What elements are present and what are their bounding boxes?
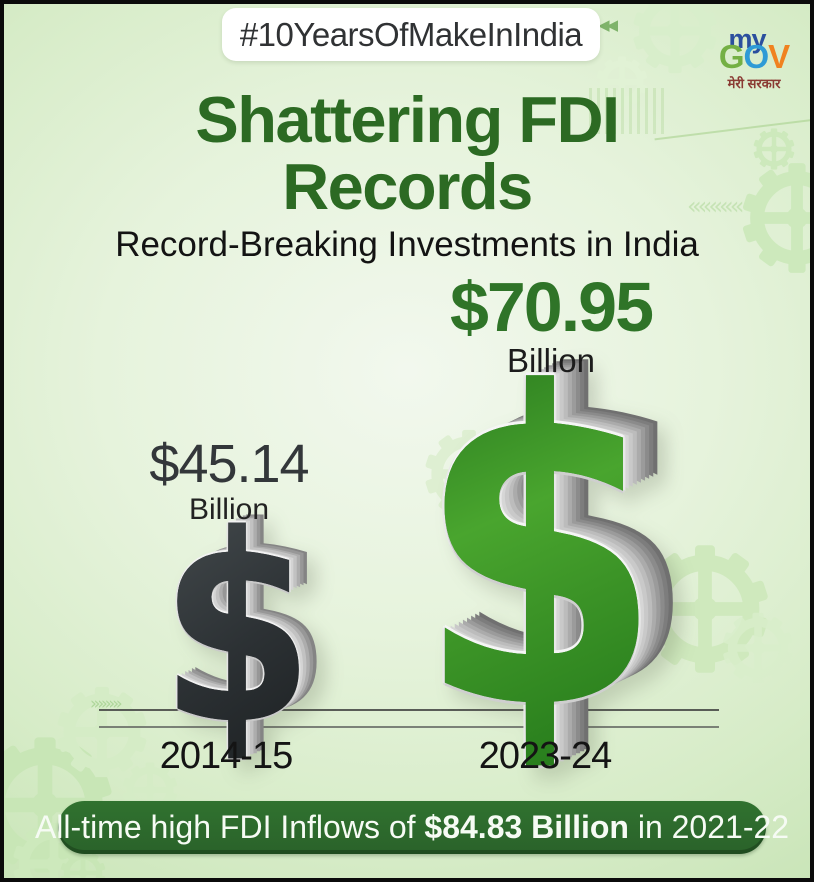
logo-letter-v: V — [768, 38, 790, 75]
dollar-glyph-face: $ — [160, 480, 314, 782]
page-subtitle: Record-Breaking Investments in India — [115, 225, 699, 264]
chevron-left-icon: ◀◀ — [598, 16, 618, 34]
page-title: Shattering FDI Records — [4, 86, 810, 220]
gear-icon — [722, 612, 794, 684]
footer-text-highlight: $84.83 Billion — [424, 809, 629, 845]
value-callout-2014-15: $45.14 Billion — [79, 437, 379, 525]
baseline-bottom — [99, 726, 719, 728]
dollar-glyph-shadow: $ — [417, 339, 662, 769]
value-amount-2014-15: $45.14 — [149, 434, 309, 494]
year-label-2014-15: 2014-15 — [159, 735, 293, 777]
dollar-glyph-face: $ — [417, 304, 663, 804]
title-line-1: Shattering FDI — [195, 83, 620, 156]
value-callout-2023-24: $70.95 Billion — [401, 272, 701, 377]
hashtag-badge: #10YearsOfMakeInIndia — [222, 8, 600, 61]
footer-banner: All-time high FDI Inflows of $84.83 Bill… — [35, 801, 789, 854]
logo-letter-g: G — [718, 38, 745, 75]
year-label-2023-24: 2023-24 — [478, 735, 612, 777]
logo-gov-text: GOV — [706, 40, 802, 73]
value-unit-2023-24: Billion — [506, 342, 596, 379]
mygov-logo: my GOV मेरी सरकार — [706, 26, 802, 91]
gear-icon — [60, 850, 106, 882]
value-unit-2014-15: Billion — [188, 493, 270, 526]
value-amount-2023-24: $70.95 — [449, 268, 654, 346]
footer-text-suffix: in 2021-22 — [628, 809, 790, 845]
logo-my-text: my — [728, 24, 766, 54]
dollar-glyph-shadow: $ — [160, 501, 314, 761]
footer-text-prefix: All-time high FDI Inflows of — [34, 809, 425, 845]
logo-tagline: मेरी सरकार — [727, 76, 781, 91]
baseline-top — [99, 709, 719, 711]
title-line-2: Records — [282, 150, 533, 223]
hashtag-text: #10YearsOfMakeInIndia — [239, 15, 583, 53]
logo-letter-o: O — [743, 38, 769, 75]
